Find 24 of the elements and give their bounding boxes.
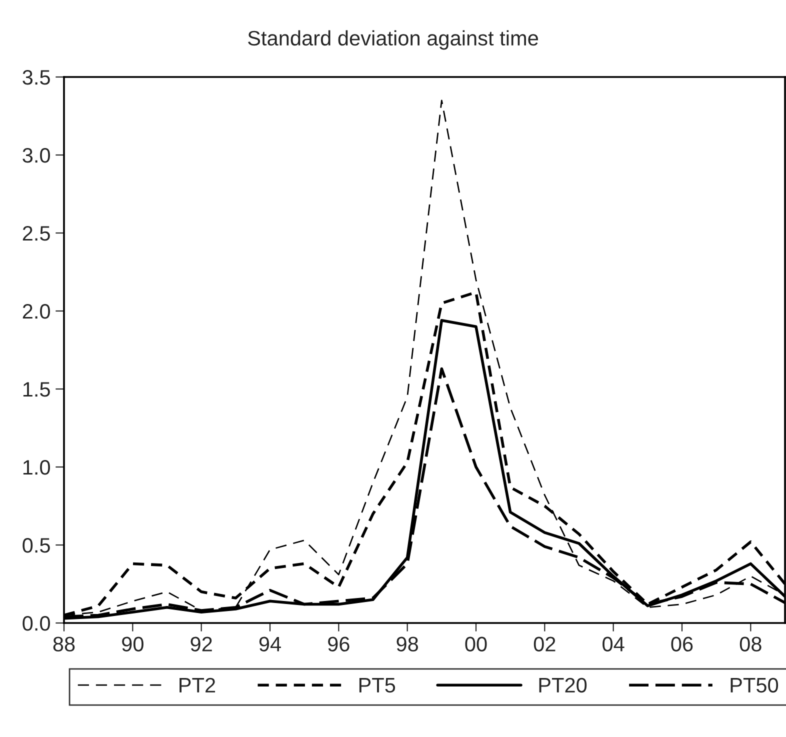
x-tick-label: 02 xyxy=(534,636,556,652)
x-tick-label: 96 xyxy=(328,636,350,652)
y-tick-label: 3.5 xyxy=(22,70,50,85)
y-tick-label: 3.0 xyxy=(22,148,50,163)
x-tick-label: 92 xyxy=(190,636,212,652)
y-tick-label: 0.5 xyxy=(22,538,50,553)
x-tick-label: 98 xyxy=(396,636,418,652)
x-tick-label: 08 xyxy=(740,636,762,652)
chart-title: Standard deviation against time xyxy=(248,30,538,50)
x-tick-label: 90 xyxy=(122,636,144,652)
y-tick-label: 1.0 xyxy=(23,460,50,475)
legend-label: PT5 xyxy=(359,678,396,693)
legend-label: PT2 xyxy=(180,678,216,692)
x-tick-label: 00 xyxy=(465,636,487,652)
x-tick-label: 04 xyxy=(602,636,624,652)
legend-label: PT50 xyxy=(730,678,778,693)
legend-label: PT20 xyxy=(539,678,587,693)
y-tick-label: 2.0 xyxy=(22,304,50,319)
x-tick-label: 94 xyxy=(259,636,281,652)
y-tick-label: 0.0 xyxy=(22,616,50,631)
x-tick-label: 06 xyxy=(671,636,693,652)
y-tick-label: 2.5 xyxy=(22,226,50,241)
y-tick-label: 1.5 xyxy=(23,382,50,397)
x-tick-label: 88 xyxy=(53,636,75,652)
